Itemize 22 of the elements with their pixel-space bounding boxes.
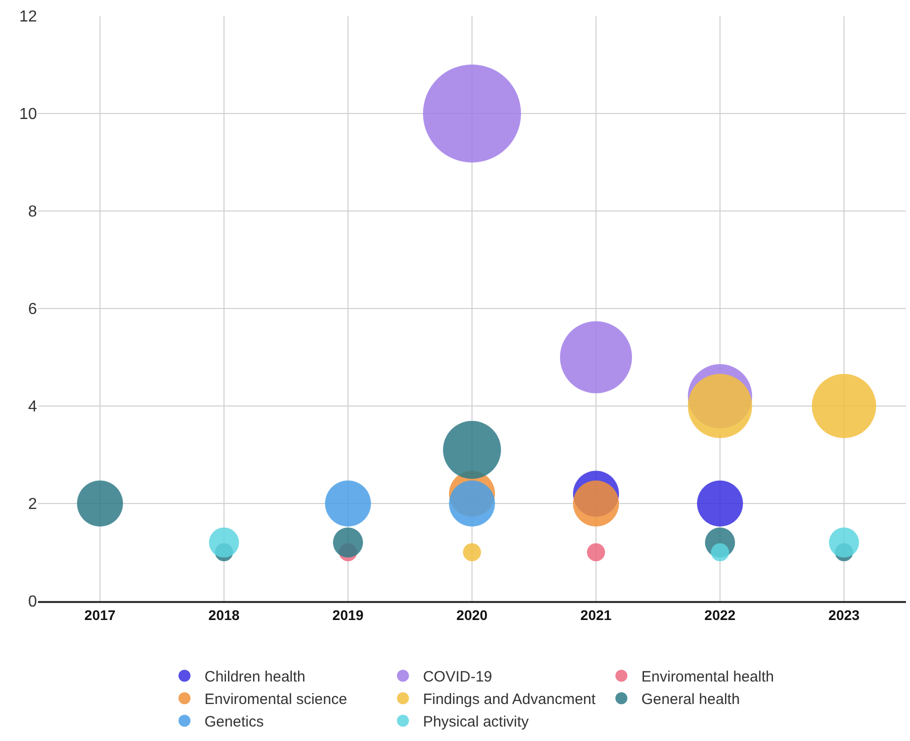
legend-label: General health: [641, 691, 740, 708]
x-tick-label: 2020: [456, 606, 488, 623]
x-tick-label: 2018: [208, 606, 240, 623]
legend-label: Physical activity: [422, 714, 530, 731]
y-tick-label: 0: [28, 594, 38, 611]
y-tick-label: 2: [28, 496, 38, 514]
x-tick-label: 2019: [332, 606, 364, 623]
y-tick-label: 12: [19, 8, 38, 26]
x-tick-label: 2017: [84, 606, 116, 623]
legend-label: COVID-19: [422, 668, 492, 686]
y-tick-label: 8: [28, 204, 38, 221]
legend-label: Children health: [204, 668, 306, 686]
legend-label: Genetics: [204, 714, 264, 731]
y-tick-label: 10: [19, 106, 38, 124]
y-tick-label: 4: [28, 398, 38, 416]
x-tick-label: 2021: [580, 606, 612, 623]
legend-label: Enviromental health: [641, 668, 774, 686]
legend-label: Enviromental science: [204, 691, 348, 708]
x-tick-label: 2022: [704, 606, 736, 623]
y-tick-label: 6: [28, 301, 38, 318]
x-tick-label: 2023: [828, 606, 860, 623]
legend-label: Findings and Advancment: [422, 691, 596, 708]
